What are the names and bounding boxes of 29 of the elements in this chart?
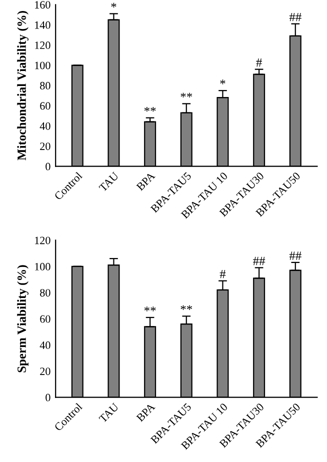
y-axis-title: Mitochondrial Viability (%) [17, 11, 29, 160]
annotation: ## [289, 252, 302, 260]
annotation: * [111, 2, 116, 8]
y-tick-label: 140 [35, 21, 50, 29]
y-tick-label: 60 [40, 102, 50, 110]
y-tick-label: 20 [40, 368, 50, 376]
y-tick-label: 80 [40, 82, 50, 90]
annotation: # [220, 270, 226, 278]
y-tick-label: 0 [46, 394, 50, 402]
y-tick-label: 0 [46, 162, 50, 170]
annotation: ** [180, 92, 192, 98]
annotation: # [256, 58, 262, 67]
y-tick-label: 40 [40, 122, 50, 130]
annotation: ** [180, 305, 192, 310]
y-tick-label: 100 [35, 62, 50, 70]
y-tick-label: 120 [35, 42, 50, 50]
y-tick-label: 120 [35, 236, 50, 244]
annotation: ** [144, 306, 156, 312]
annotation: ** [144, 106, 156, 112]
y-tick-label: 20 [40, 142, 50, 150]
y-axis-title: Sperm Viability (%) [17, 265, 29, 372]
y-tick-label: 40 [40, 341, 50, 349]
y-tick-label: 160 [35, 1, 50, 9]
y-tick-label: 60 [40, 315, 50, 323]
y-tick-label: 100 [35, 262, 50, 270]
annotation: ## [289, 12, 302, 22]
y-tick-label: 80 [40, 289, 50, 297]
annotation: * [220, 80, 226, 84]
annotation: ## [253, 256, 266, 266]
